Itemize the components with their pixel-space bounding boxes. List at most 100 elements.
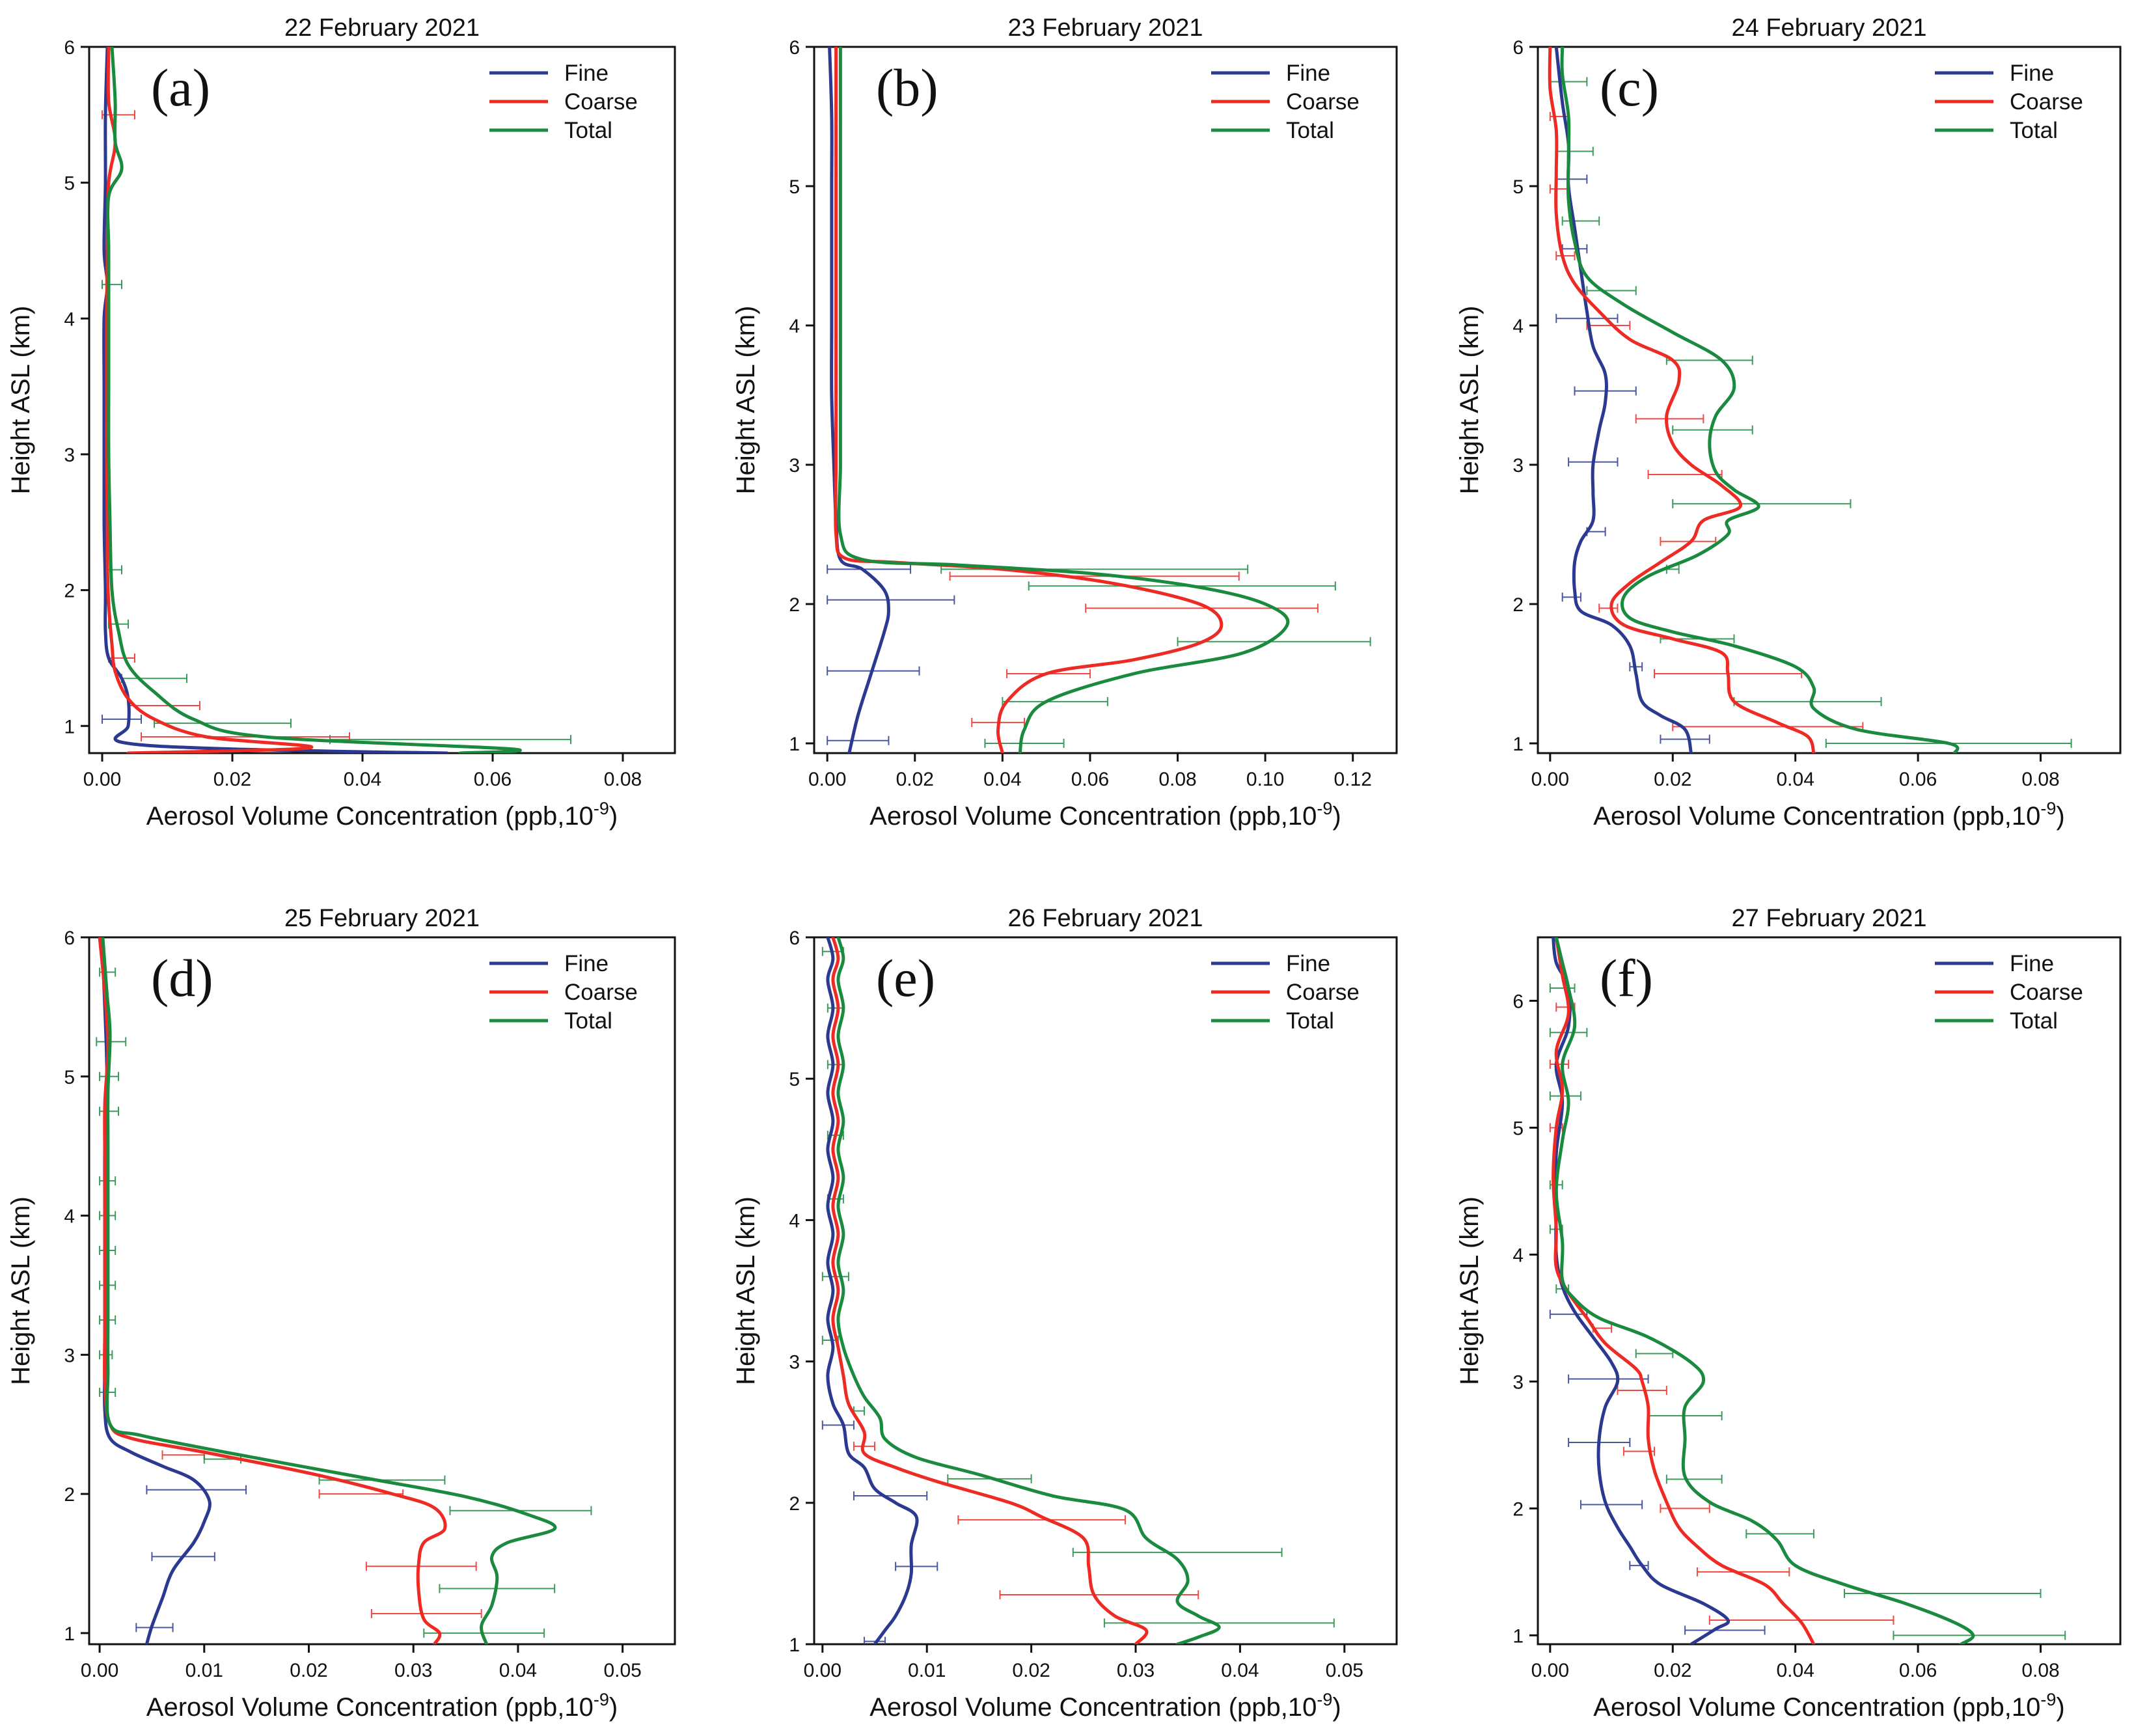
errorbar-total	[121, 674, 187, 683]
x-axis-label: Aerosol Volume Concentration (ppb,10-9)	[146, 799, 618, 831]
x-axis-label-text: Aerosol Volume Concentration (ppb,10	[869, 1693, 1317, 1722]
legend-label-coarse: Coarse	[2010, 89, 2083, 115]
y-tick-label: 4	[789, 1210, 800, 1232]
x-axis-label-close: )	[1332, 1693, 1341, 1722]
x-tick-label: 0.02	[290, 1660, 327, 1681]
x-tick-label: 0.12	[1334, 769, 1372, 790]
x-axis-label-exponent: -9	[1317, 1690, 1332, 1709]
series-line-total	[836, 937, 1221, 1644]
y-tick-label: 4	[64, 309, 75, 330]
data-layer	[96, 937, 592, 1644]
y-axis-label: Height ASL (km)	[1455, 306, 1484, 495]
x-tick-label: 0.00	[83, 769, 121, 790]
data-layer	[1549, 937, 2066, 1644]
x-tick-label: 0.02	[1654, 1660, 1691, 1681]
x-axis-label-exponent: -9	[594, 1690, 609, 1709]
data-layer	[827, 47, 1371, 753]
y-tick-label: 1	[64, 716, 75, 737]
plot-frame	[813, 936, 1398, 1646]
errorbar-total	[154, 719, 292, 728]
y-tick-label: 5	[789, 1069, 800, 1090]
y-tick-label: 5	[789, 176, 800, 198]
errorbar-total	[1893, 1631, 2066, 1640]
x-tick-label: 0.00	[81, 1660, 118, 1681]
y-tick-label: 4	[1512, 316, 1524, 337]
x-tick-label: 0.06	[1899, 1660, 1937, 1681]
y-tick-label: 3	[64, 445, 75, 466]
errorbar-total	[1177, 637, 1371, 646]
x-axis-label-text: Aerosol Volume Concentration (ppb,10	[869, 802, 1317, 831]
errorbar-total	[1561, 216, 1600, 226]
plot-frame	[1537, 46, 2122, 754]
errorbar-coarse	[1549, 1059, 1570, 1069]
y-tick-label: 6	[64, 37, 75, 59]
data-layer	[821, 937, 1335, 1644]
x-axis-label-close: )	[609, 802, 618, 831]
series-line-coarse	[1552, 937, 1816, 1644]
errorbar-total	[1002, 696, 1108, 706]
x-tick-label: 0.04	[1776, 1660, 1814, 1681]
y-axis-label: Height ASL (km)	[1455, 1196, 1484, 1385]
y-tick-label: 1	[1512, 1625, 1524, 1647]
y-tick-label: 3	[64, 1345, 75, 1366]
errorbar-coarse	[1617, 1386, 1667, 1396]
x-axis-label: Aerosol Volume Concentration (ppb,10-9)	[146, 1690, 618, 1722]
panel-title: 25 February 2021	[284, 905, 480, 932]
x-axis-label-text: Aerosol Volume Concentration (ppb,10	[146, 802, 594, 831]
legend-label-fine: Fine	[564, 951, 609, 976]
y-tick-label: 6	[1512, 37, 1524, 59]
x-tick-label: 0.04	[499, 1660, 537, 1681]
x-tick-label: 0.04	[1221, 1660, 1259, 1681]
errorbar-fine	[1561, 592, 1581, 602]
x-tick-label: 0.04	[1776, 769, 1814, 790]
legend-label-coarse: Coarse	[564, 980, 638, 1005]
legend-label-total: Total	[1286, 118, 1334, 143]
errorbar-fine	[895, 1562, 938, 1571]
plot-frame	[88, 46, 676, 754]
errorbar-fine	[102, 714, 142, 724]
errorbar-coarse	[365, 1562, 477, 1571]
legend-label-fine: Fine	[2010, 951, 2054, 976]
panel-letter: (d)	[151, 948, 213, 1008]
errorbar-total	[827, 1003, 844, 1013]
errorbar-coarse	[957, 1515, 1126, 1524]
errorbar-fine	[827, 564, 912, 574]
errorbar-coarse	[141, 732, 350, 741]
errorbar-fine	[1568, 1374, 1649, 1384]
series-line-total	[101, 937, 557, 1644]
panel-5: 26 February 2021 0.00 0.01 0.02 0.03 0.04 0.05…	[732, 905, 1398, 1722]
x-tick-label: 0.04	[983, 769, 1021, 790]
panel-title: 26 February 2021	[1008, 905, 1203, 932]
x-tick-label: 0.08	[2021, 1660, 2059, 1681]
legend-label-fine: Fine	[564, 61, 609, 86]
y-tick-label: 2	[789, 1493, 800, 1515]
legend-label-coarse: Coarse	[564, 89, 638, 115]
errorbar-total	[1549, 77, 1588, 87]
series-line-coarse	[834, 47, 1224, 753]
x-tick-label: 0.05	[1326, 1660, 1363, 1681]
y-tick-label: 1	[789, 1634, 800, 1656]
data-layer	[1548, 47, 2072, 753]
y-tick-label: 3	[789, 455, 800, 476]
x-tick-label: 0.08	[604, 769, 642, 790]
x-tick-label: 0.06	[474, 769, 512, 790]
x-tick-label: 0.02	[896, 769, 934, 790]
x-tick-label: 0.08	[1158, 769, 1196, 790]
panel-title: 22 February 2021	[284, 14, 480, 42]
x-axis-label: Aerosol Volume Concentration (ppb,10-9)	[869, 1690, 1341, 1722]
y-tick-label: 1	[64, 1623, 75, 1645]
errorbar-total	[1586, 286, 1637, 296]
x-tick-label: 0.00	[1531, 1660, 1569, 1681]
x-tick-label: 0.03	[1117, 1660, 1155, 1681]
y-tick-label: 1	[789, 734, 800, 755]
series-line-coarse	[105, 47, 314, 753]
y-tick-label: 6	[789, 928, 800, 949]
x-tick-label: 0.06	[1071, 769, 1109, 790]
x-tick-label: 0.02	[1012, 1660, 1050, 1681]
errorbar-total	[1555, 146, 1594, 156]
errorbar-coarse	[1549, 184, 1570, 194]
errorbar-total	[423, 1628, 545, 1638]
y-tick-label: 5	[1512, 176, 1524, 198]
errorbar-fine	[1684, 1625, 1766, 1635]
